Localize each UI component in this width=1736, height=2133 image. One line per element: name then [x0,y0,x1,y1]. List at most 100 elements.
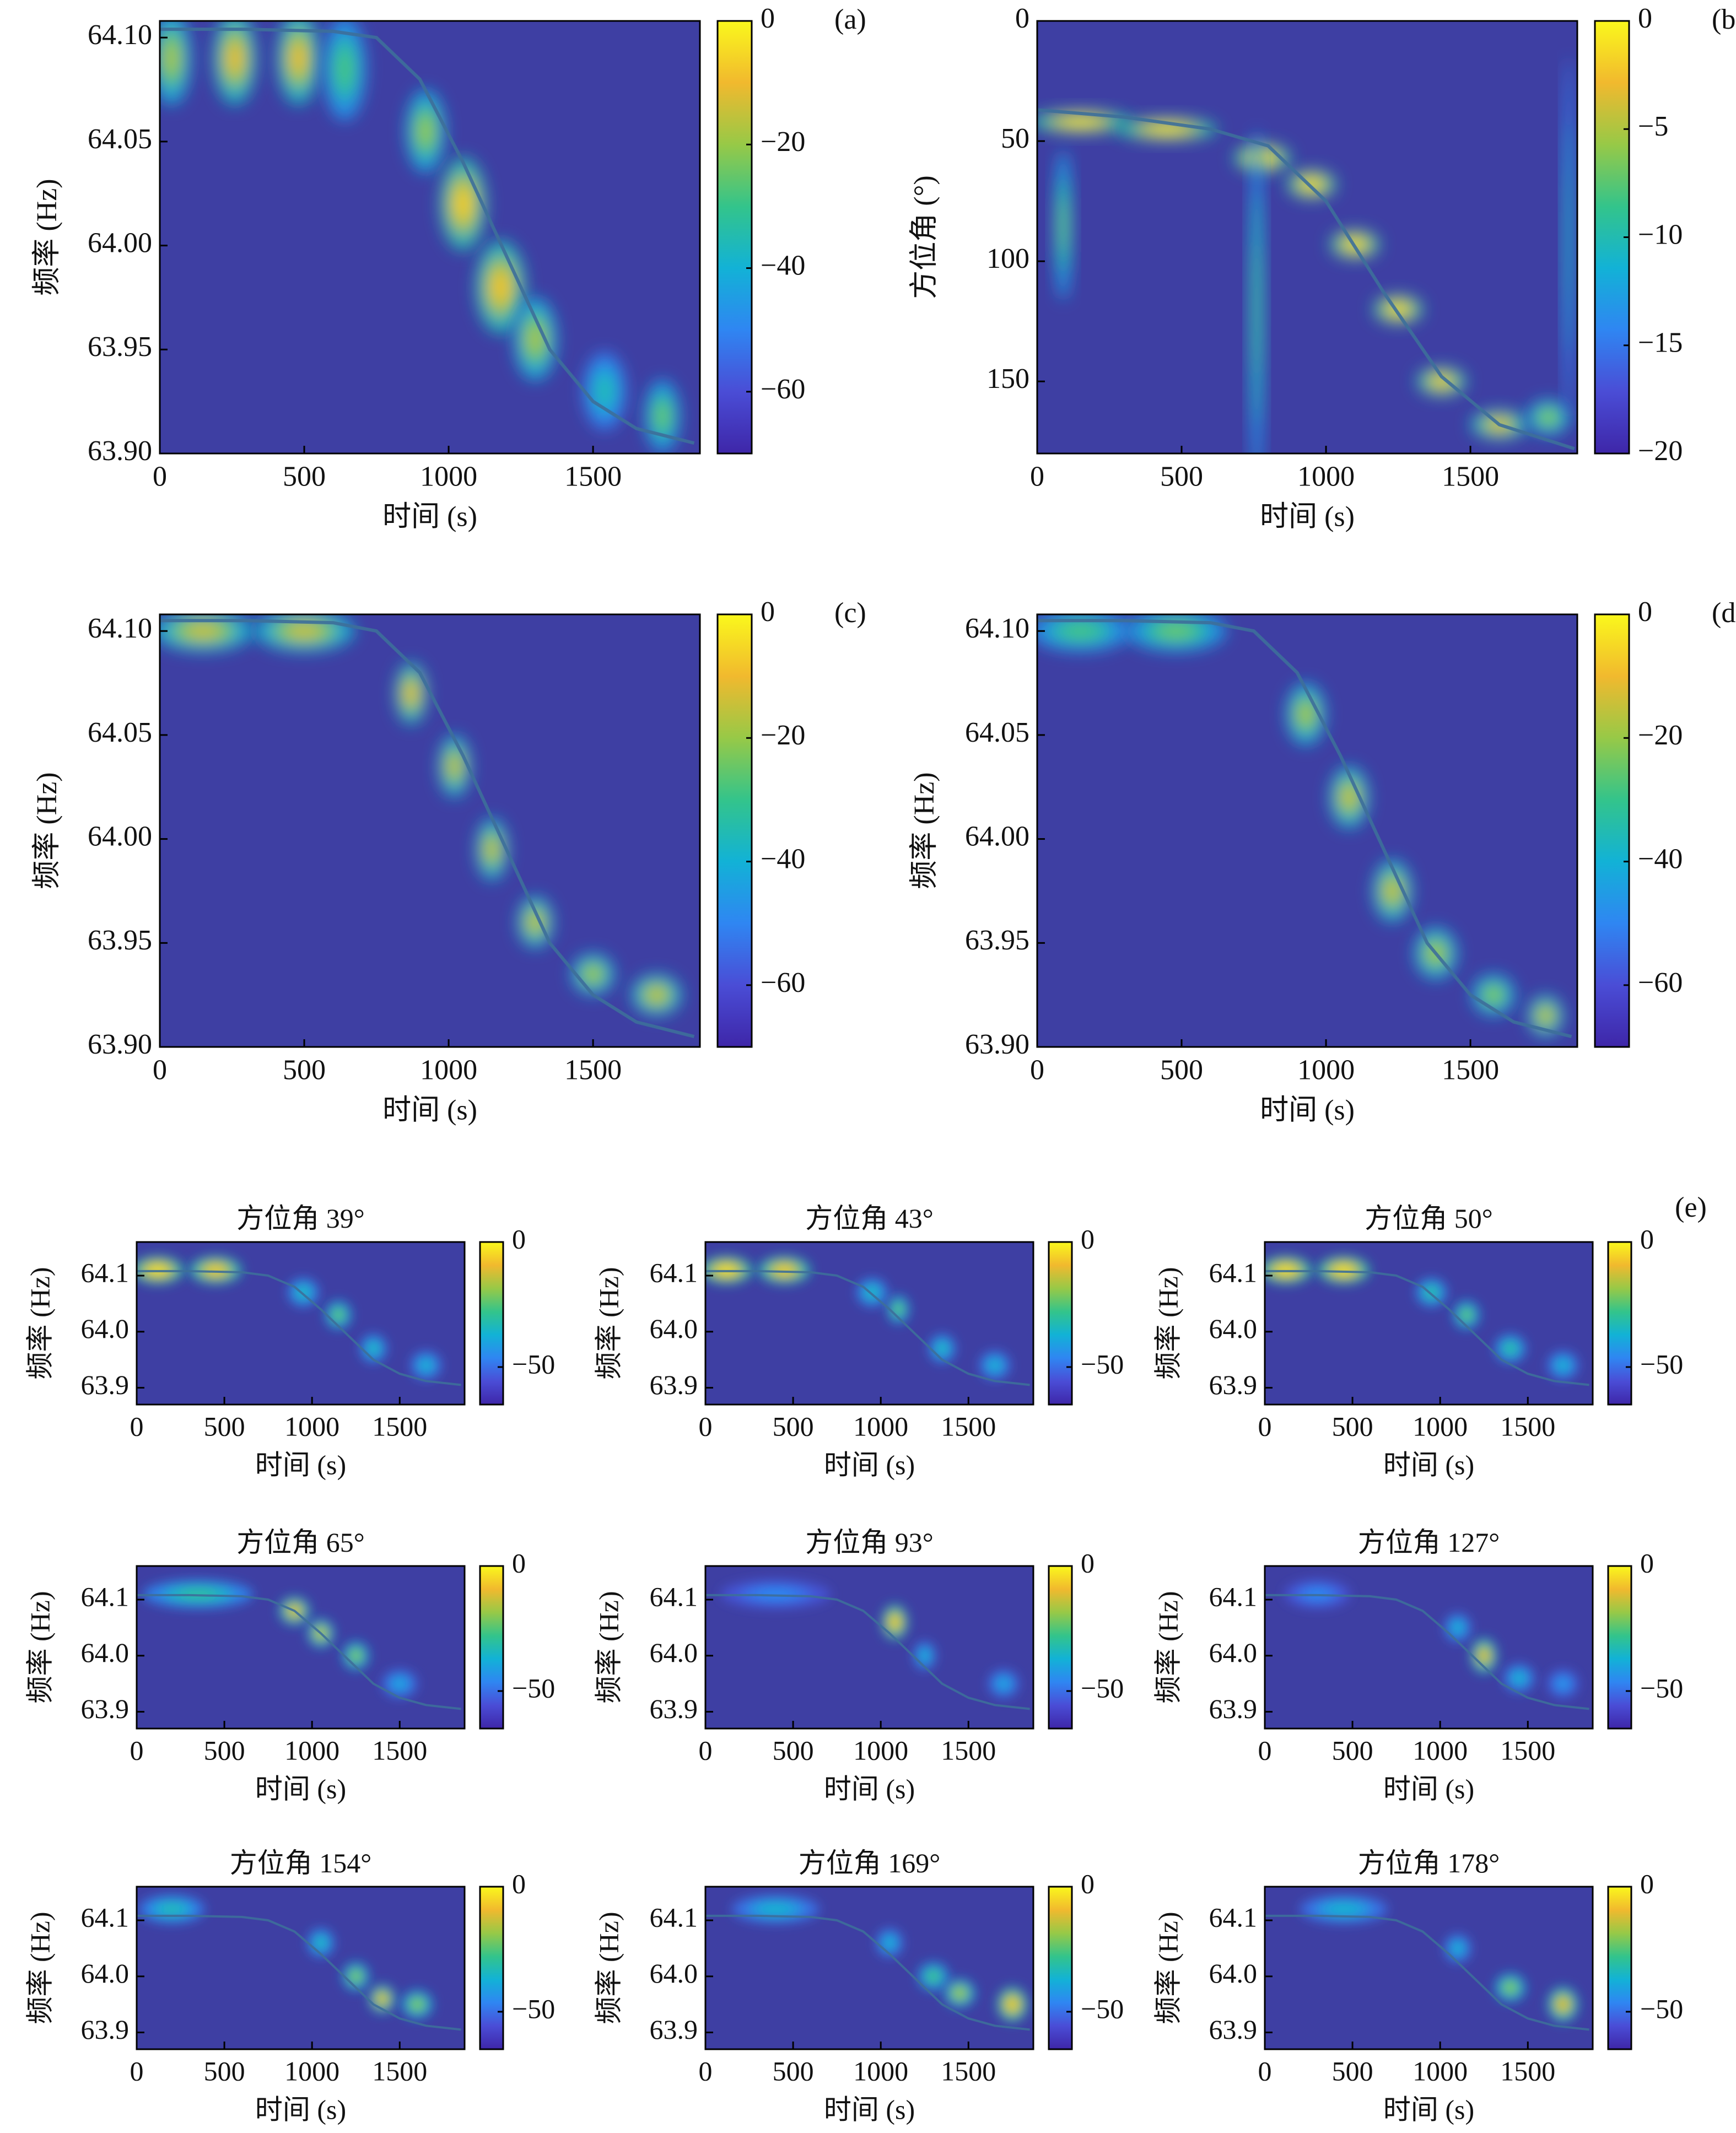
colorbar-tick-label: 0 [1638,3,1652,34]
panel-e6: 0 500 1000 1500 64.1 64.0 63.9 时间 (s) 频率 (Hz) 0 −5… [24,1848,555,2125]
x-tick-label: 1500 [372,1735,427,1765]
x-tick-label: 1000 [1412,1735,1468,1765]
x-tick-label: 1000 [1297,1055,1355,1086]
x-axis-label: 时间 (s) [1383,1773,1474,1804]
colorbar-tick-label: −40 [1638,844,1683,875]
heat-blob-11 [1563,57,1575,418]
colorbar-tick-label: −5 [1638,111,1668,142]
x-tick-label: 500 [1332,2055,1373,2086]
heat-blob-4 [996,1986,1028,2022]
heat-blob-3 [438,735,471,798]
plot-area [1037,614,1572,1039]
plot-background [1265,1242,1593,1405]
y-tick-label: 64.05 [965,717,1029,748]
plot-frame [1264,1565,1594,1730]
x-axis-label: 时间 (s) [255,2094,346,2125]
panel-e5: 0 500 1000 1500 64.1 64.0 63.9 时间 (s) 频率 (Hz) 0 −5… [1152,1527,1683,1805]
x-tick-label: 1000 [420,461,477,493]
x-axis-label: 时间 (s) [824,2094,915,2125]
y-tick-label: 64.10 [965,613,1029,644]
colorbar-frame [1607,1241,1632,1406]
x-tick-label: 1000 [284,1735,339,1765]
x-tick-label: 500 [204,1735,245,1765]
colorbar-frame [479,1565,504,1730]
x-tick-label: 500 [773,2055,814,2086]
colorbar-tick-label: −50 [512,1993,555,2024]
y-tick-label: 64.00 [88,821,152,852]
colorbar [1049,1242,1072,1405]
colorbar [718,21,752,453]
colorbar [480,1887,503,2049]
heat-blob-10 [1249,129,1264,453]
heat-blob-6 [475,240,526,334]
colorbar [1049,1887,1072,2049]
x-tick-label: 1500 [1442,1055,1499,1086]
y-tick-label: 100 [986,243,1029,274]
heat-blob-0 [138,1895,205,1924]
colorbar-tick-label: −40 [761,250,805,282]
x-axis-label: 时间 (s) [382,501,477,533]
y-tick-label: 64.0 [650,1313,698,1344]
x-tick-label: 0 [1258,1411,1272,1441]
plot-frame [159,613,701,1048]
colorbar [480,1242,503,1405]
heat-blob-1 [1317,1256,1370,1284]
x-axis-label: 时间 (s) [255,1449,346,1480]
heat-blob-0 [720,1580,831,1608]
y-tick-label: 63.95 [965,925,1029,956]
heat-blob-0 [143,1580,253,1608]
panel-d: 0 500 1000 1500 64.10 64.05 64.00 63.95 63.90 时间 … [909,596,1736,1126]
heat-blob-3 [342,1641,369,1670]
colorbar-frame [1594,613,1630,1048]
heat-blob-2 [1416,1278,1447,1306]
colorbar-frame [1048,1886,1073,2050]
plot-frame [704,1565,1034,1730]
ridge-line [1037,108,1575,451]
x-tick-label: 1500 [372,2055,427,2086]
colorbar [480,1566,503,1729]
heat-blob-7 [513,297,557,381]
subplot-title: 方位角 127° [1358,1527,1500,1558]
y-tick-label: 64.1 [81,1902,130,1933]
x-axis-label: 时间 (s) [1260,1095,1355,1126]
y-tick-label: 64.0 [1209,1958,1258,1989]
y-tick-label: 63.9 [650,2014,698,2045]
x-tick-label: 1500 [372,1411,427,1441]
x-axis-label: 时间 (s) [255,1773,346,1804]
colorbar [1595,21,1629,453]
colorbar-tick-label: −50 [1640,1993,1683,2024]
y-tick-label: 64.0 [1209,1637,1258,1668]
colorbar-tick-label: 0 [1638,596,1652,628]
y-tick-label: 150 [986,363,1029,395]
plot-area [160,614,695,1039]
heat-blob-6 [1471,974,1516,1016]
heat-blob-4 [1495,1334,1526,1363]
heat-blob-6 [571,953,615,995]
colorbar [1595,614,1629,1047]
x-tick-label: 500 [1332,1735,1373,1765]
colorbar-frame [1048,1565,1073,1730]
heat-blob-1 [881,1604,908,1640]
y-tick-label: 64.05 [88,717,152,748]
panel-e3: 0 500 1000 1500 64.1 64.0 63.9 时间 (s) 频率 (Hz) 0 −5… [24,1527,555,1805]
x-tick-label: 0 [153,1055,167,1086]
x-tick-label: 1000 [1412,1411,1468,1441]
colorbar-tick-label: −10 [1638,219,1683,250]
heat-blob-9 [644,380,681,453]
colorbar-tick-label: −50 [1081,1348,1124,1379]
x-axis-label: 时间 (s) [1260,501,1355,533]
colorbar-tick-label: −60 [761,374,805,405]
y-tick-label: 64.1 [81,1257,130,1288]
ridge-line [705,1914,1030,2031]
colorbar-tick-label: −20 [761,720,805,751]
heat-blob-4 [476,818,509,881]
heat-blob-2 [1495,1973,1526,2002]
y-tick-label: 64.0 [650,1637,698,1668]
plot-frame [136,1565,466,1730]
x-tick-label: 1000 [284,1411,339,1441]
subplot-title: 方位角 169° [799,1848,941,1878]
heat-blob-5 [1373,294,1424,325]
ridge-line [1037,619,1572,1039]
x-tick-label: 500 [283,1055,326,1086]
y-tick-label: 0 [1015,3,1029,34]
